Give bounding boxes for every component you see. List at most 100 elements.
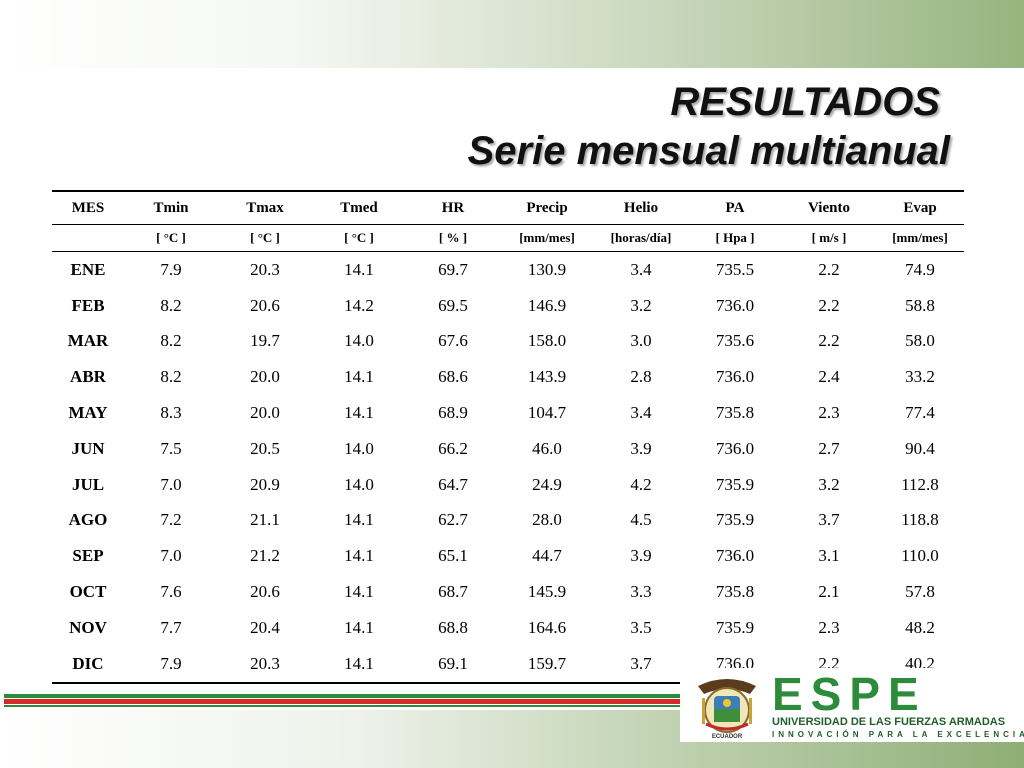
value-cell: 735.8 xyxy=(715,403,755,423)
value-cell: 735.9 xyxy=(715,510,755,530)
header-row: MES Tmin Tmax Tmed HR Precip Helio PA Viento Evap xyxy=(52,190,964,225)
table-row: MAY 8.3 20.0 14.1 68.9 104.7 3.4 735.8 2.3 77.4 xyxy=(52,395,964,431)
unit-cell xyxy=(52,224,124,252)
month-cell: ENE xyxy=(70,259,106,279)
value-cell: 90.4 xyxy=(905,438,935,458)
value-cell: 7.0 xyxy=(160,546,182,566)
value-cell: 4.2 xyxy=(630,474,652,494)
unit-cell: [ °C ] xyxy=(218,224,312,252)
value-cell: 21.1 xyxy=(250,510,280,530)
table-row: ABR 8.2 20.0 14.1 68.6 143.9 2.8 736.0 2.4 33.2 xyxy=(52,359,964,395)
value-cell: 7.5 xyxy=(160,438,182,458)
table-row: NOV 7.7 20.4 14.1 68.8 164.6 3.5 735.9 2.3 48.2 xyxy=(52,610,964,646)
value-cell: 66.2 xyxy=(438,438,468,458)
value-cell: 77.4 xyxy=(905,403,935,423)
title-line-2: Serie mensual multianual xyxy=(467,129,950,173)
month-cell: JUL xyxy=(71,474,105,494)
value-cell: 3.1 xyxy=(818,546,840,566)
table-row: OCT 7.6 20.6 14.1 68.7 145.9 3.3 735.8 2.1 57.8 xyxy=(52,574,964,610)
header-cell: Tmed xyxy=(312,190,406,225)
value-cell: 14.0 xyxy=(344,474,374,494)
value-cell: 118.8 xyxy=(901,510,939,530)
value-cell: 67.6 xyxy=(438,331,468,351)
value-cell: 3.4 xyxy=(630,259,652,279)
value-cell: 7.7 xyxy=(160,617,182,637)
month-cell: ABR xyxy=(70,367,106,387)
value-cell: 14.1 xyxy=(344,582,374,602)
value-cell: 28.0 xyxy=(532,510,562,530)
value-cell: 2.3 xyxy=(818,403,840,423)
value-cell: 7.2 xyxy=(160,510,182,530)
value-cell: 14.1 xyxy=(344,510,374,530)
value-cell: 112.8 xyxy=(901,474,939,494)
value-cell: 110.0 xyxy=(901,546,939,566)
value-cell: 3.5 xyxy=(630,617,652,637)
value-cell: 7.9 xyxy=(124,645,218,684)
value-cell: 14.1 xyxy=(344,546,374,566)
value-cell: 62.7 xyxy=(438,510,468,530)
value-cell: 64.7 xyxy=(438,474,468,494)
value-cell: 65.1 xyxy=(438,546,468,566)
value-cell: 736.0 xyxy=(715,546,755,566)
table-row: FEB 8.2 20.6 14.2 69.5 146.9 3.2 736.0 2.2 58.8 xyxy=(52,288,964,324)
table-row: JUL 7.0 20.9 14.0 64.7 24.9 4.2 735.9 3.2 112.8 xyxy=(52,467,964,503)
value-cell: 7.6 xyxy=(160,582,182,602)
value-cell: 159.7 xyxy=(500,645,594,684)
header-cell: PA xyxy=(688,190,782,225)
value-cell: 69.5 xyxy=(438,295,468,315)
value-cell: 48.2 xyxy=(905,617,935,637)
value-cell: 736.0 xyxy=(715,295,755,315)
university-name: UNIVERSIDAD DE LAS FUERZAS ARMADAS xyxy=(772,716,1006,728)
units-row: [ °C ][ °C ][ °C ][ % ] [mm/mes] [horas/dí… xyxy=(52,224,964,252)
table-row: DIC 7.9 20.3 14.1 69.1 159.7 3.7 736.0 2.2 40.2 xyxy=(52,645,964,684)
crest-text: ECUADOR xyxy=(712,734,743,740)
value-cell: 20.0 xyxy=(250,403,280,423)
value-cell: 3.0 xyxy=(630,331,652,351)
espe-wordmark: ESPE xyxy=(772,668,927,720)
value-cell: 735.9 xyxy=(715,617,755,637)
value-cell: 735.8 xyxy=(715,582,755,602)
value-cell: 2.2 xyxy=(818,331,840,351)
value-cell: 7.9 xyxy=(160,259,182,279)
value-cell: 3.2 xyxy=(630,295,652,315)
value-cell: 74.9 xyxy=(905,259,935,279)
value-cell: 57.8 xyxy=(905,582,935,602)
value-cell: 68.8 xyxy=(438,617,468,637)
value-cell: 736.0 xyxy=(715,367,755,387)
table-row: JUN 7.5 20.5 14.0 66.2 46.0 3.9 736.0 2.7 90.4 xyxy=(52,431,964,467)
header-cell: Tmin xyxy=(124,190,218,225)
value-cell: 145.9 xyxy=(527,582,567,602)
header-cell: Precip xyxy=(500,190,594,225)
unit-cell: [mm/mes] xyxy=(876,224,964,252)
top-gradient-band xyxy=(0,0,1024,68)
value-cell: 58.8 xyxy=(905,295,935,315)
value-cell: 68.9 xyxy=(438,403,468,423)
value-cell: 2.3 xyxy=(818,617,840,637)
value-cell: 736.0 xyxy=(715,438,755,458)
value-cell: 146.9 xyxy=(527,295,567,315)
value-cell: 3.7 xyxy=(818,510,840,530)
header-cell: Helio xyxy=(594,190,688,225)
title-line-1: RESULTADOS xyxy=(670,80,940,124)
value-cell: 735.5 xyxy=(715,259,755,279)
value-cell: 14.1 xyxy=(344,403,374,423)
table-row: MAR 8.2 19.7 14.0 67.6 158.0 3.0 735.6 2.2 58.0 xyxy=(52,324,964,360)
unit-cell: [mm/mes] xyxy=(500,224,594,252)
espe-logo: ECUADOR ESPE UNIVERSIDAD DE LAS FUERZAS … xyxy=(680,668,1024,742)
value-cell: 3.9 xyxy=(630,438,652,458)
table-body: ENE 7.9 20.3 14.1 69.7 130.9 3.4 735.5 2.2 74.9 FE… xyxy=(52,252,964,684)
value-cell: 3.7 xyxy=(594,645,688,684)
value-cell: 20.6 xyxy=(250,295,280,315)
slide-title: RESULTADOS Serie mensual multianual xyxy=(468,78,950,176)
value-cell: 104.7 xyxy=(527,403,567,423)
value-cell: 20.3 xyxy=(218,645,312,684)
value-cell: 2.1 xyxy=(818,582,840,602)
value-cell: 2.8 xyxy=(630,367,652,387)
value-cell: 3.2 xyxy=(818,474,840,494)
unit-cell: [ % ] xyxy=(406,224,500,252)
value-cell: 14.1 xyxy=(344,617,374,637)
value-cell: 58.0 xyxy=(905,331,935,351)
table-row: SEP 7.0 21.2 14.1 65.1 44.7 3.9 736.0 3.1 110.0 xyxy=(52,538,964,574)
month-cell: JUN xyxy=(71,438,105,458)
value-cell: 2.2 xyxy=(818,259,840,279)
